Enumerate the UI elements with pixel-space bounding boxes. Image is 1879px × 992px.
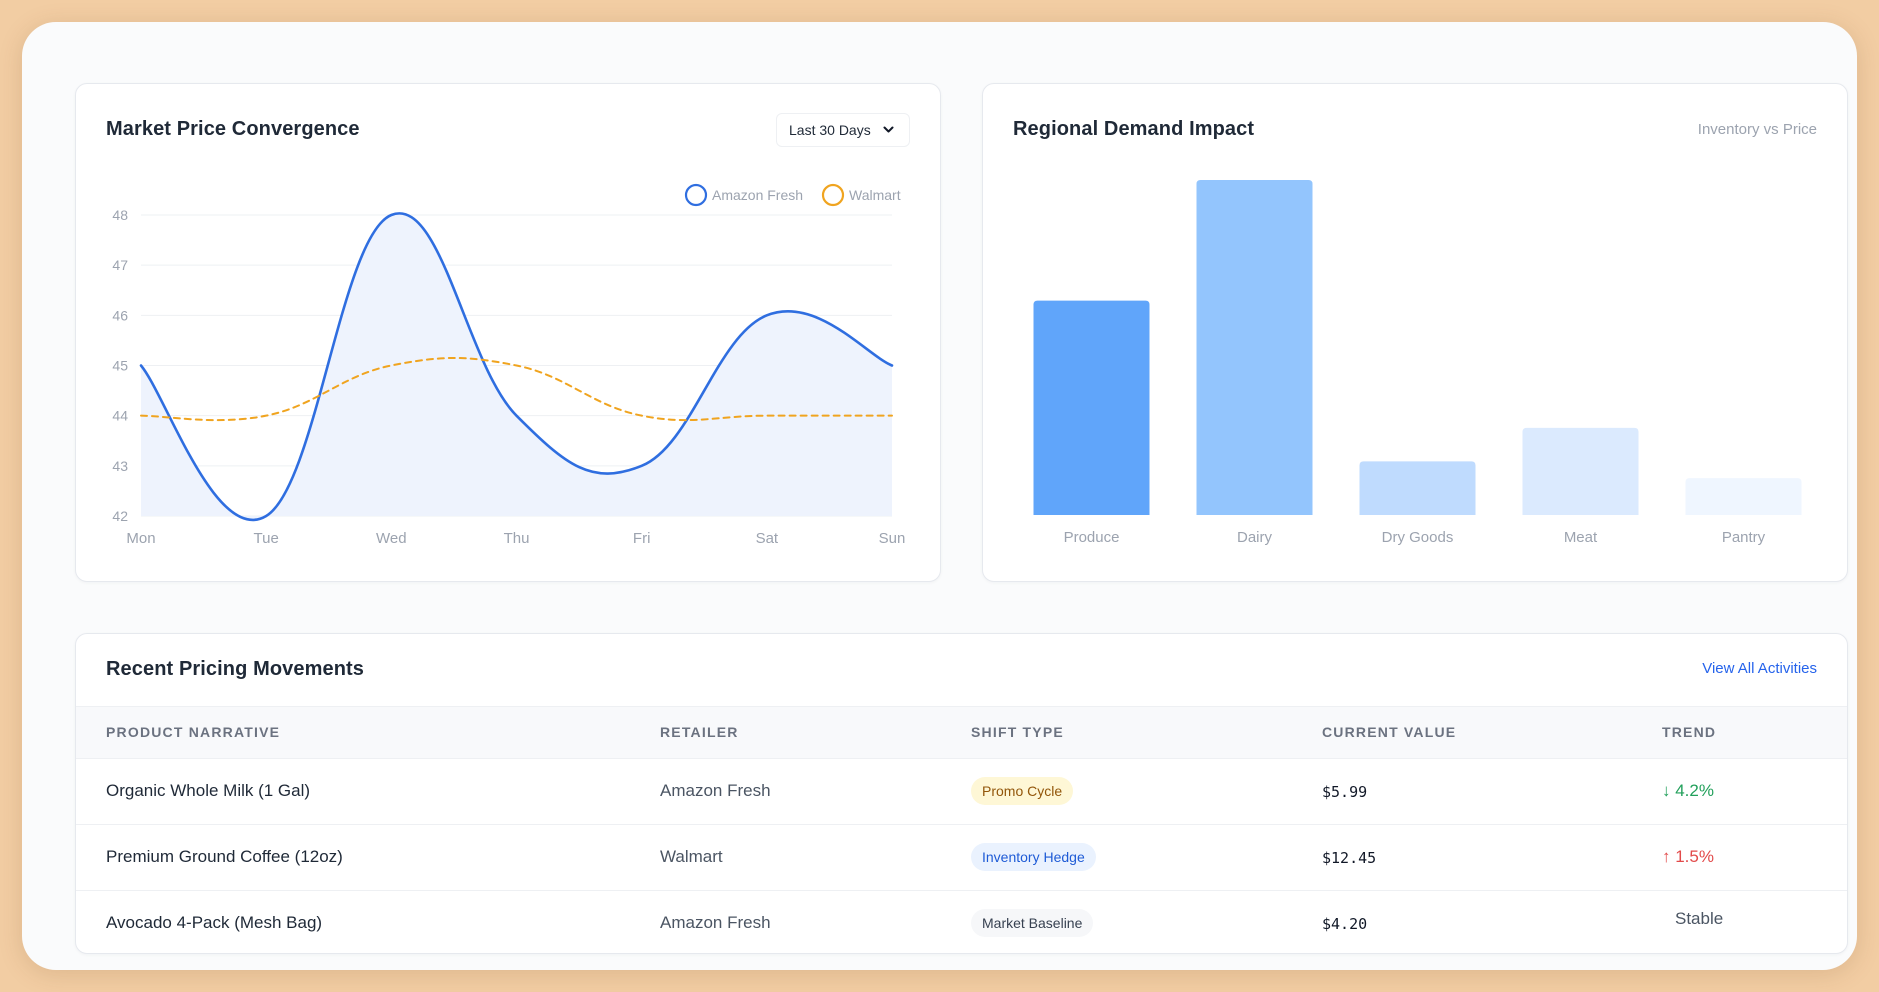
series-line-1	[140, 356, 893, 422]
shift-type-cell: Inventory Hedge	[971, 843, 1096, 871]
legend-marker	[821, 183, 845, 207]
x-tick-label: Tue	[254, 530, 279, 547]
price-line-chart: 42 43 44 45 46 47 48 Mon Tue Wed Thu Fri Sat Sun Amazo…	[112, 183, 906, 547]
table-row[interactable]: Premium Ground Coffee (12oz) Walmart Inv…	[76, 825, 1847, 891]
x-tick-label: Wed	[376, 530, 407, 547]
demand-bar-chart: Produce Dairy Dry Goods Meat Pantry	[1033, 180, 1802, 546]
x-tick-label: Sun	[879, 530, 906, 547]
column-header-shift-type: SHIFT TYPE	[971, 724, 1064, 740]
table-row[interactable]: Organic Whole Milk (1 Gal) Amazon Fresh …	[76, 759, 1847, 825]
legend-label: Amazon Fresh	[712, 187, 803, 203]
current-value-cell: $5.99	[1322, 783, 1368, 801]
bar-dry-goods	[1359, 461, 1476, 515]
y-tick-label: 45	[112, 358, 128, 374]
date-range-dropdown[interactable]: Last 30 Days	[776, 113, 910, 147]
y-tick-label: 43	[112, 458, 128, 474]
regional-demand-card: Produce Dairy Dry Goods Meat Pantry Regional…	[982, 83, 1848, 582]
column-header-product: PRODUCT NARRATIVE	[106, 724, 281, 740]
table-header: PRODUCT NARRATIVE RETAILER SHIFT TYPE CU…	[76, 706, 1847, 759]
demand-card-subtitle: Inventory vs Price	[1697, 121, 1817, 138]
table-row[interactable]: Avocado 4-Pack (Mesh Bag) Amazon Fresh M…	[76, 891, 1847, 957]
x-tick-label: Sat	[756, 530, 779, 547]
x-tick-label: Thu	[504, 530, 530, 547]
pricing-movements-card: Recent Pricing Movements View All Activi…	[75, 633, 1848, 954]
x-tick-label: Dairy	[1237, 529, 1273, 546]
column-header-current-value: CURRENT VALUE	[1322, 724, 1457, 740]
bar-pantry	[1685, 478, 1802, 515]
series-line-0	[139, 212, 894, 521]
shift-type-badge: Promo Cycle	[971, 777, 1074, 805]
view-all-activities-link[interactable]: View All Activities	[1702, 660, 1817, 677]
trend-cell: ↑ 1.5%	[1662, 847, 1714, 866]
price-card-title: Market Price Convergence	[106, 118, 360, 140]
x-tick-label: Pantry	[1722, 529, 1766, 546]
shift-type-cell: Market Baseline	[971, 909, 1094, 937]
y-tick-label: 42	[112, 508, 128, 524]
chevron-down-icon	[883, 123, 894, 137]
product-cell: Premium Ground Coffee (12oz)	[106, 847, 343, 866]
trend-cell: Stable	[1675, 909, 1724, 928]
shift-type-cell: Promo Cycle	[971, 777, 1074, 805]
x-tick-label: Fri	[633, 530, 651, 547]
x-tick-label: Mon	[126, 530, 155, 547]
shift-type-badge: Market Baseline	[971, 909, 1094, 937]
y-tick-label: 47	[112, 257, 128, 273]
y-tick-label: 44	[112, 408, 128, 424]
retailer-cell: Amazon Fresh	[660, 781, 771, 800]
legend-label: Walmart	[849, 187, 901, 203]
table-card-title: Recent Pricing Movements	[106, 658, 365, 680]
bar-dairy	[1196, 180, 1313, 515]
dashboard-frame: 42 43 44 45 46 47 48 Mon Tue Wed Thu Fri Sat Sun Amazo…	[22, 22, 1857, 970]
bar-produce	[1033, 300, 1150, 515]
shift-type-badge: Inventory Hedge	[971, 843, 1096, 871]
legend-marker	[684, 183, 708, 207]
current-value-cell: $12.45	[1322, 849, 1377, 867]
y-tick-label: 48	[112, 207, 128, 223]
column-header-retailer: RETAILER	[660, 724, 739, 740]
product-cell: Organic Whole Milk (1 Gal)	[106, 781, 311, 800]
product-cell: Avocado 4-Pack (Mesh Bag)	[106, 913, 323, 932]
x-tick-label: Dry Goods	[1382, 529, 1454, 546]
trend-cell: ↓ 4.2%	[1662, 781, 1714, 800]
column-header-trend: TREND	[1662, 724, 1717, 740]
x-tick-label: Meat	[1564, 529, 1598, 546]
x-tick-label: Produce	[1064, 529, 1120, 546]
date-range-value: Last 30 Days	[789, 122, 871, 138]
demand-card-title: Regional Demand Impact	[1013, 118, 1255, 140]
bar-meat	[1522, 427, 1639, 515]
current-value-cell: $4.20	[1322, 915, 1368, 933]
price-convergence-card: 42 43 44 45 46 47 48 Mon Tue Wed Thu Fri Sat Sun Amazo…	[75, 83, 941, 582]
retailer-cell: Amazon Fresh	[660, 913, 771, 932]
y-tick-label: 46	[112, 307, 128, 323]
retailer-cell: Walmart	[660, 847, 723, 866]
series-area-0	[141, 213, 892, 520]
